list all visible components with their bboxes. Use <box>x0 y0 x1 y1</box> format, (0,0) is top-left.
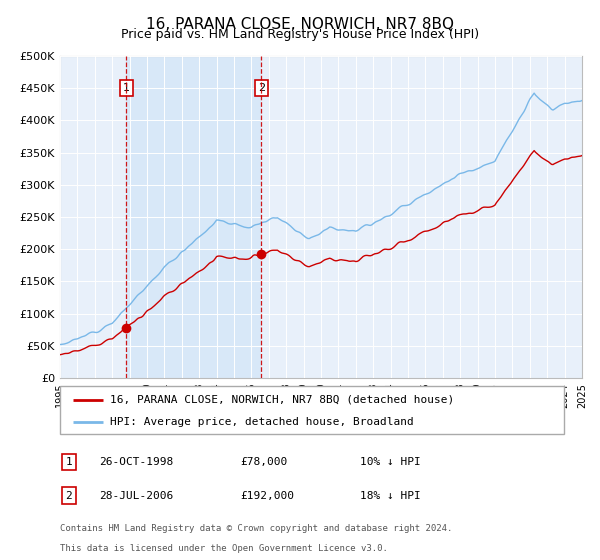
Text: £192,000: £192,000 <box>240 491 294 501</box>
Text: 16, PARANA CLOSE, NORWICH, NR7 8BQ: 16, PARANA CLOSE, NORWICH, NR7 8BQ <box>146 17 454 32</box>
Text: 2: 2 <box>258 83 265 93</box>
Text: Contains HM Land Registry data © Crown copyright and database right 2024.: Contains HM Land Registry data © Crown c… <box>60 524 452 533</box>
Text: 16, PARANA CLOSE, NORWICH, NR7 8BQ (detached house): 16, PARANA CLOSE, NORWICH, NR7 8BQ (deta… <box>110 395 455 405</box>
Text: 2: 2 <box>65 491 73 501</box>
Text: £78,000: £78,000 <box>240 457 287 467</box>
Text: 10% ↓ HPI: 10% ↓ HPI <box>360 457 421 467</box>
Text: HPI: Average price, detached house, Broadland: HPI: Average price, detached house, Broa… <box>110 417 414 427</box>
Text: This data is licensed under the Open Government Licence v3.0.: This data is licensed under the Open Gov… <box>60 544 388 553</box>
Text: 1: 1 <box>65 457 73 467</box>
Bar <box>127 56 262 378</box>
Text: 28-JUL-2006: 28-JUL-2006 <box>99 491 173 501</box>
Text: Price paid vs. HM Land Registry's House Price Index (HPI): Price paid vs. HM Land Registry's House … <box>121 28 479 41</box>
Text: 26-OCT-1998: 26-OCT-1998 <box>99 457 173 467</box>
Text: 18% ↓ HPI: 18% ↓ HPI <box>360 491 421 501</box>
Text: 1: 1 <box>123 83 130 93</box>
